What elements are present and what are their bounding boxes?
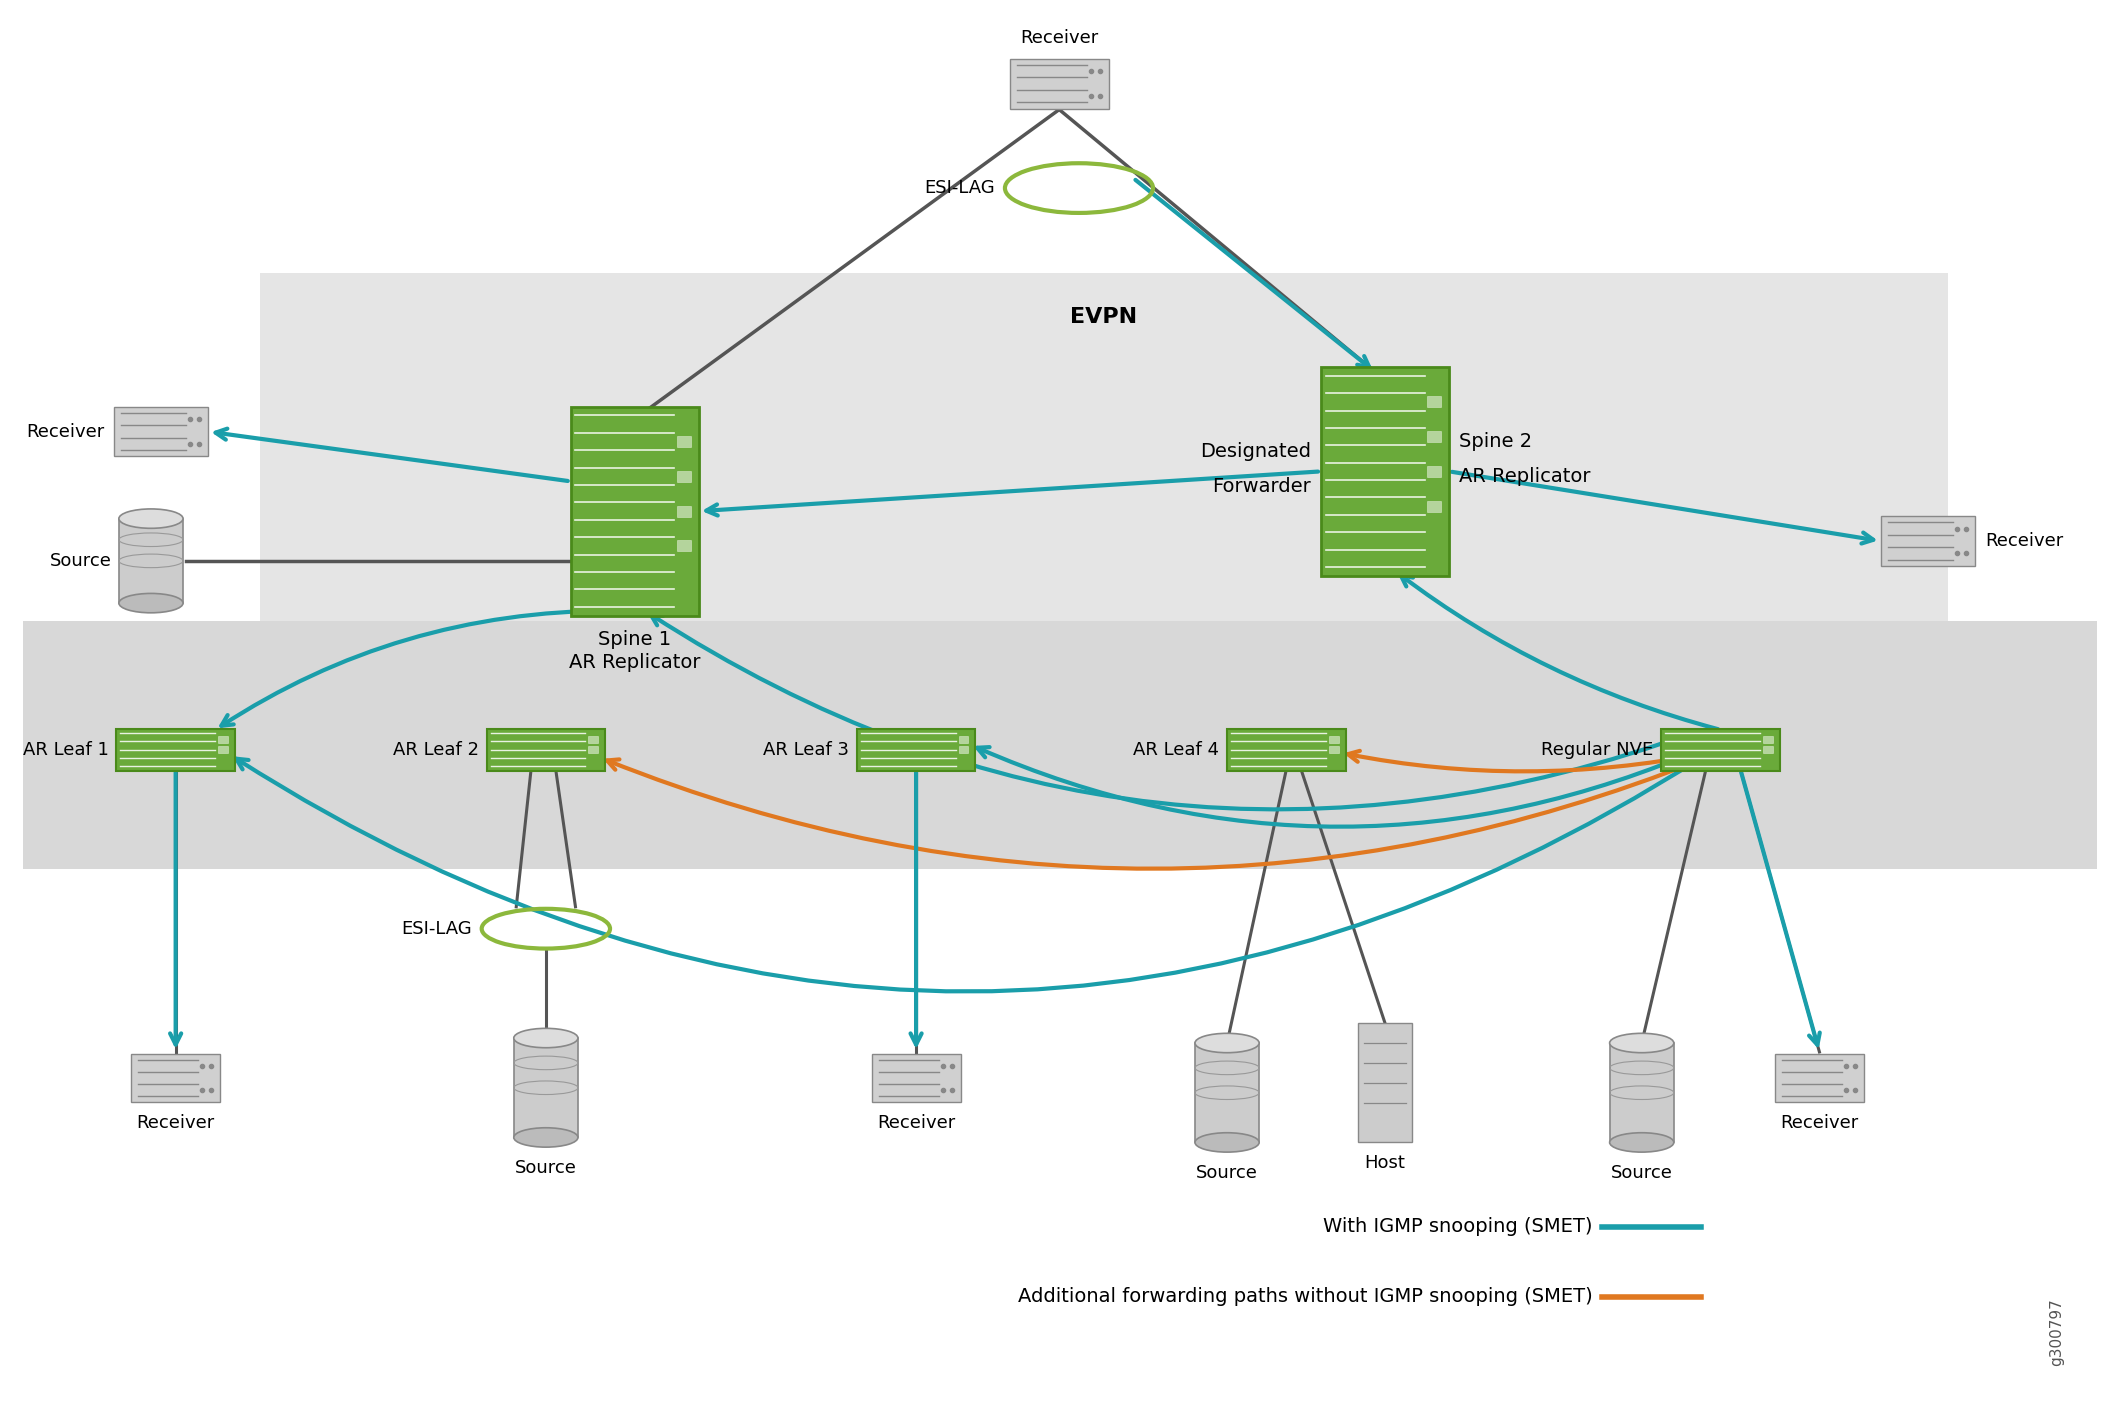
FancyBboxPatch shape [571,406,700,616]
Text: ESI-LAG: ESI-LAG [924,180,996,197]
FancyArrowPatch shape [977,746,1708,826]
FancyBboxPatch shape [261,273,1948,715]
Text: Designated: Designated [1200,441,1311,461]
Ellipse shape [1609,1133,1674,1152]
Text: Receiver: Receiver [876,1114,956,1132]
Text: ESI-LAG: ESI-LAG [401,920,473,938]
Text: Host: Host [1364,1155,1406,1173]
FancyArrowPatch shape [910,773,922,1044]
FancyBboxPatch shape [677,505,691,516]
FancyArrowPatch shape [1349,751,1706,771]
FancyBboxPatch shape [1427,466,1441,477]
FancyBboxPatch shape [857,729,975,771]
FancyArrowPatch shape [235,756,1704,992]
FancyArrowPatch shape [216,429,567,481]
FancyBboxPatch shape [872,1054,960,1102]
FancyBboxPatch shape [677,541,691,552]
Text: Spine 1: Spine 1 [599,631,672,649]
FancyBboxPatch shape [1763,746,1773,753]
FancyBboxPatch shape [1775,1054,1864,1102]
FancyBboxPatch shape [588,736,599,743]
FancyBboxPatch shape [120,519,183,603]
FancyArrowPatch shape [706,471,1317,515]
FancyBboxPatch shape [677,471,691,483]
Text: g300797: g300797 [2048,1299,2063,1365]
FancyBboxPatch shape [219,736,229,743]
Text: Source: Source [1195,1165,1258,1182]
Text: AR Leaf 2: AR Leaf 2 [393,740,479,758]
Text: Receiver: Receiver [137,1114,214,1132]
Text: With IGMP snooping (SMET): With IGMP snooping (SMET) [1324,1217,1593,1237]
FancyBboxPatch shape [958,746,969,753]
FancyArrowPatch shape [170,773,181,1044]
Text: Forwarder: Forwarder [1212,477,1311,495]
FancyArrowPatch shape [651,614,1698,809]
FancyBboxPatch shape [487,729,605,771]
Text: Receiver: Receiver [1985,532,2063,550]
FancyBboxPatch shape [1880,516,1975,566]
Text: Spine 2: Spine 2 [1458,432,1532,451]
FancyBboxPatch shape [1328,746,1338,753]
FancyBboxPatch shape [1427,396,1441,408]
Ellipse shape [515,1029,578,1047]
FancyBboxPatch shape [113,406,208,457]
FancyBboxPatch shape [588,746,599,753]
FancyBboxPatch shape [1011,59,1109,109]
FancyBboxPatch shape [1427,501,1441,512]
Text: Receiver: Receiver [25,423,105,440]
Ellipse shape [120,593,183,613]
Ellipse shape [1195,1133,1258,1152]
FancyArrowPatch shape [221,611,611,726]
Text: Receiver: Receiver [1780,1114,1859,1132]
Text: AR Replicator: AR Replicator [569,654,700,672]
Text: Source: Source [1611,1165,1672,1182]
FancyBboxPatch shape [1427,432,1441,441]
FancyBboxPatch shape [1609,1043,1674,1142]
FancyArrowPatch shape [1135,180,1370,368]
FancyBboxPatch shape [1322,366,1450,576]
FancyArrowPatch shape [1452,471,1874,543]
FancyBboxPatch shape [1662,729,1780,771]
FancyBboxPatch shape [23,621,2097,869]
Ellipse shape [1195,1033,1258,1053]
FancyBboxPatch shape [219,746,229,753]
FancyBboxPatch shape [130,1054,221,1102]
FancyBboxPatch shape [1357,1023,1412,1142]
FancyBboxPatch shape [1763,736,1773,743]
FancyBboxPatch shape [116,729,235,771]
Text: Additional forwarding paths without IGMP snooping (SMET): Additional forwarding paths without IGMP… [1017,1288,1593,1306]
FancyArrowPatch shape [1742,773,1819,1044]
FancyBboxPatch shape [1328,736,1338,743]
Text: AR Replicator: AR Replicator [1458,467,1590,485]
Text: Source: Source [50,552,111,570]
Ellipse shape [120,509,183,528]
FancyBboxPatch shape [1195,1043,1258,1142]
Text: AR Leaf 4: AR Leaf 4 [1132,740,1219,758]
FancyBboxPatch shape [1227,729,1345,771]
FancyBboxPatch shape [515,1039,578,1138]
Ellipse shape [515,1128,578,1148]
FancyArrowPatch shape [1401,576,1719,729]
Text: Receiver: Receiver [1021,28,1099,47]
Ellipse shape [1609,1033,1674,1053]
FancyArrowPatch shape [607,758,1704,869]
FancyBboxPatch shape [958,736,969,743]
Text: AR Leaf 3: AR Leaf 3 [763,740,849,758]
Text: Regular NVE: Regular NVE [1542,740,1653,758]
Text: EVPN: EVPN [1069,307,1137,327]
Text: Source: Source [515,1159,578,1177]
Text: AR Leaf 1: AR Leaf 1 [23,740,109,758]
FancyBboxPatch shape [677,436,691,447]
